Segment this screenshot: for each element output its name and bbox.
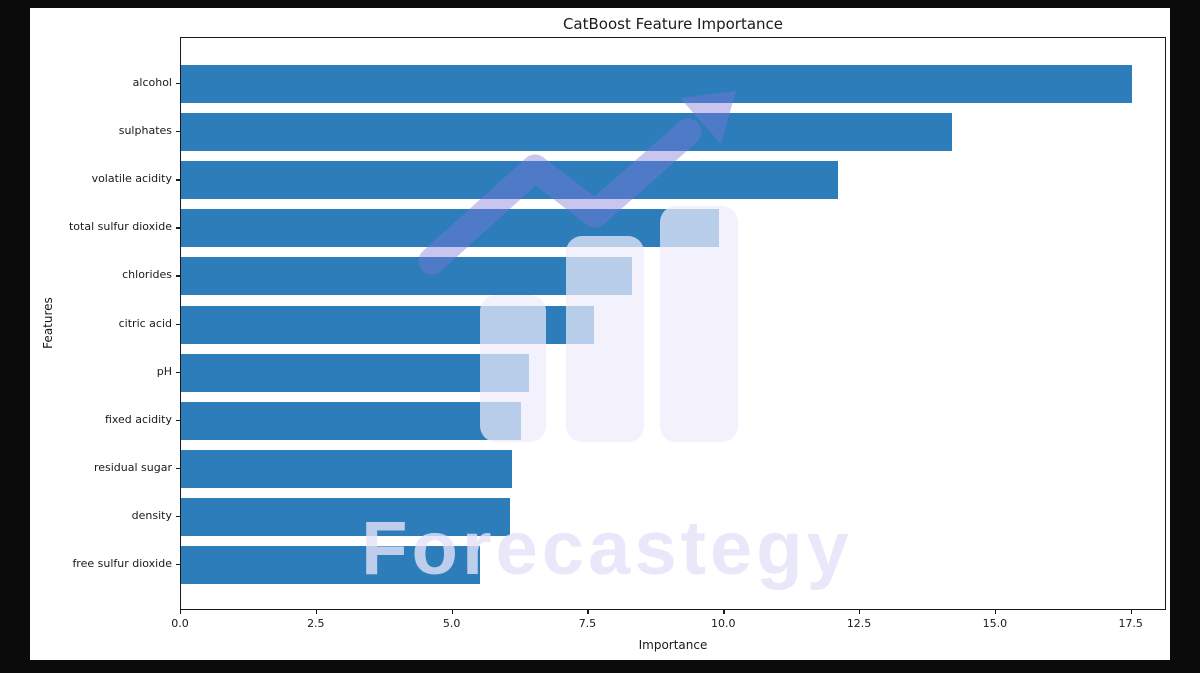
- bar-density: [181, 497, 510, 536]
- bar-total-sulfur-dioxide: [181, 209, 719, 248]
- y-tick-mark: [176, 419, 180, 422]
- x-tick-label: 7.5: [578, 617, 597, 630]
- y-tick-mark: [176, 323, 180, 325]
- y-tick-label: citric acid: [118, 316, 172, 330]
- x-tick-label: 15.0: [982, 617, 1008, 630]
- y-tick-mark: [176, 275, 180, 277]
- x-tick-label: 10.0: [711, 617, 736, 630]
- y-tick-label: sulphates: [118, 124, 172, 138]
- bar-sulphates: [181, 113, 953, 152]
- x-tick-label: 17.5: [1118, 617, 1143, 630]
- y-tick-mark: [176, 227, 180, 229]
- y-tick-mark: [176, 515, 180, 518]
- y-tick-label: alcohol: [132, 76, 172, 89]
- bar-chlorides: [181, 257, 632, 296]
- bar-fixed-acidity: [181, 401, 521, 440]
- x-tick-mark: [587, 610, 589, 614]
- y-tick-mark: [176, 467, 180, 470]
- y-tick-label: residual sugar: [93, 460, 172, 474]
- x-tick-mark: [451, 610, 454, 614]
- x-tick-mark: [180, 610, 182, 614]
- bar-pH: [181, 353, 529, 392]
- x-tick-label: 12.5: [846, 617, 872, 630]
- y-tick-label: total sulfur dioxide: [68, 220, 172, 234]
- y-tick-mark: [176, 371, 180, 373]
- bar-free-sulfur-dioxide: [181, 546, 480, 584]
- y-tick-label: volatile acidity: [91, 172, 172, 186]
- x-tick-label: 5.0: [442, 617, 461, 630]
- plot-area: [180, 37, 1166, 610]
- y-tick-mark: [176, 83, 180, 85]
- y-tick-label: fixed acidity: [104, 412, 172, 426]
- chart-card: CatBoost Feature Importance Features alc…: [30, 8, 1170, 660]
- x-tick-mark: [1130, 610, 1133, 614]
- bar-residual-sugar: [181, 449, 513, 488]
- y-tick-label: density: [131, 508, 172, 522]
- bar-alcohol: [181, 65, 1132, 103]
- y-tick-label: pH: [156, 364, 172, 378]
- y-tick-label: free sulfur dioxide: [72, 557, 172, 570]
- x-tick-mark: [859, 610, 861, 614]
- y-tick-mark: [176, 179, 180, 181]
- y-tick-label: chlorides: [122, 268, 172, 282]
- x-tick-label: 0.0: [171, 617, 189, 630]
- x-tick-label: 2.5: [307, 617, 325, 630]
- y-tick-mark: [176, 131, 180, 133]
- bar-volatile-acidity: [181, 161, 839, 200]
- bar-citric-acid: [181, 305, 594, 344]
- y-tick-mark: [176, 564, 180, 566]
- x-axis-label: Importance: [638, 638, 708, 652]
- x-tick-mark: [315, 610, 318, 614]
- chart-title: CatBoost Feature Importance: [562, 15, 784, 33]
- x-tick-mark: [723, 610, 725, 614]
- x-tick-mark: [994, 610, 997, 614]
